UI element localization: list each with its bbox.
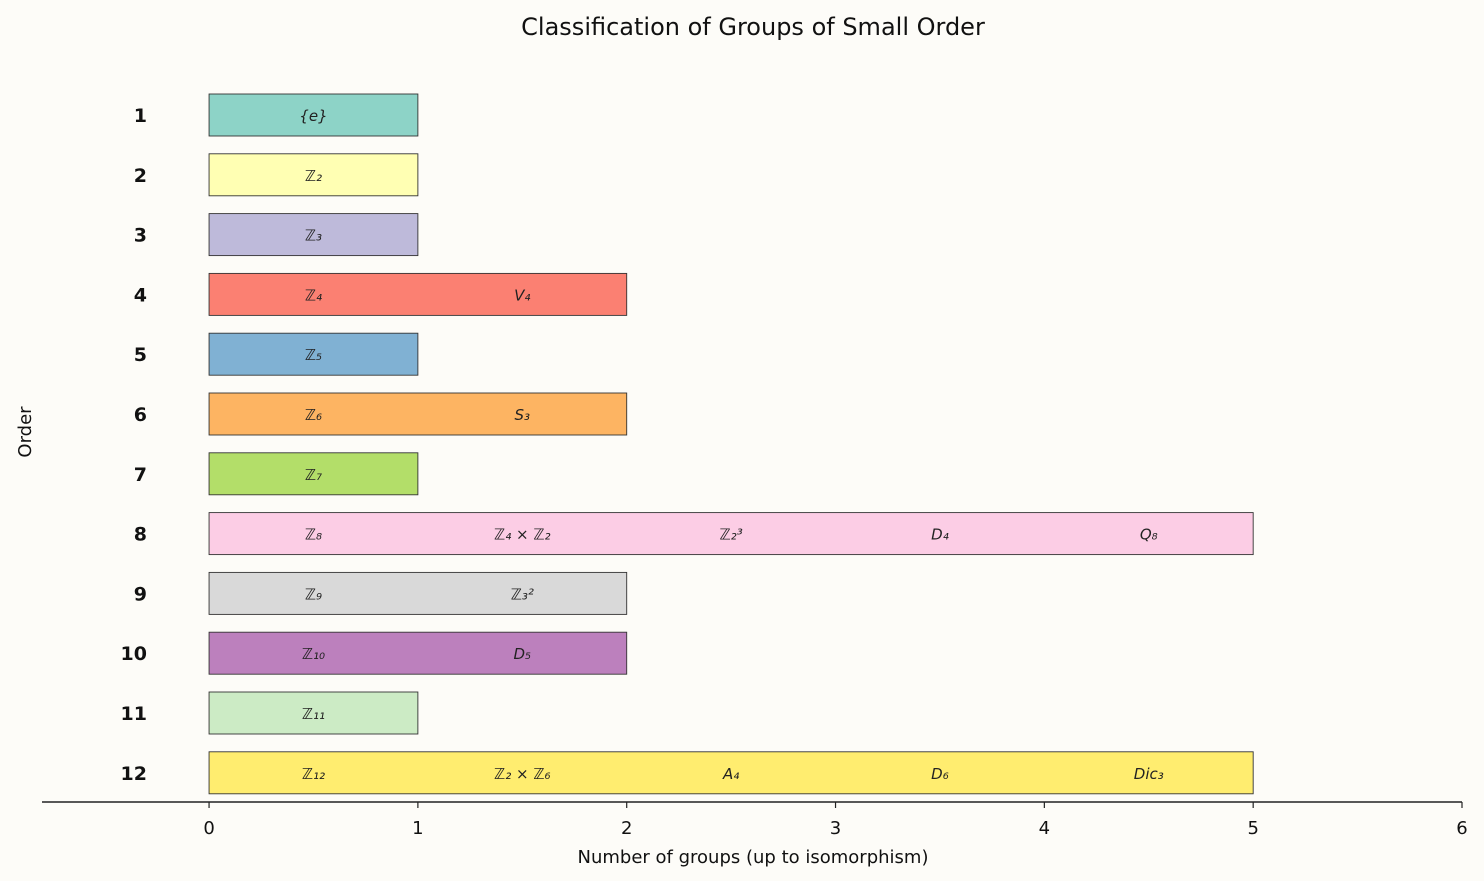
group-label: ℤ₆ <box>305 406 322 424</box>
category-label: 2 <box>134 165 147 187</box>
group-label: ℤ₇ <box>305 466 322 484</box>
category-label: 6 <box>134 404 147 426</box>
group-label: ℤ₁₀ <box>302 645 325 663</box>
x-axis-label: Number of groups (up to isomorphism) <box>578 847 929 868</box>
category-label: 10 <box>121 643 147 665</box>
bar-order-3 <box>208 213 419 257</box>
x-tick-label: 4 <box>1039 818 1050 839</box>
group-label: ℤ₅ <box>305 346 322 364</box>
category-label: 12 <box>121 763 147 785</box>
group-label: ℤ₉ <box>305 585 322 603</box>
bar-order-2 <box>208 153 419 197</box>
group-label: D₆ <box>931 765 949 783</box>
bar-order-11 <box>208 691 419 735</box>
y-axis-label: Order <box>15 406 36 458</box>
group-label: Dic₃ <box>1134 765 1164 783</box>
category-label: 9 <box>134 583 147 605</box>
bar-order-1 <box>208 93 419 137</box>
group-label: ℤ₃² <box>511 585 534 603</box>
bar-order-4 <box>208 272 628 316</box>
bars-group: {e} ℤ₂ ℤ₃ ℤ₄ V₄ ℤ₅ ℤ₆ S₃ ℤ₇ ℤ₈ ℤ₄ × ℤ₂ ℤ₂³ D₄ Q₈ ℤ₉ ℤ₃²… <box>208 93 1254 795</box>
group-label: ℤ₂ <box>305 167 322 185</box>
category-label: 1 <box>134 105 147 127</box>
group-label: ℤ₈ <box>305 526 322 544</box>
group-label: ℤ₄ × ℤ₂ <box>494 526 550 544</box>
category-label: 7 <box>134 464 147 486</box>
x-tick-label: 5 <box>1247 818 1258 839</box>
bar-order-8 <box>208 512 1254 556</box>
category-label: 4 <box>134 284 147 306</box>
group-label: ℤ₄ <box>305 286 322 304</box>
bar-order-5 <box>208 332 419 376</box>
group-label: {e} <box>299 107 327 125</box>
group-label: V₄ <box>514 286 530 304</box>
bar-order-10 <box>208 631 628 675</box>
x-ticks: 0 1 2 3 4 5 6 <box>203 802 1468 839</box>
x-tick-label: 3 <box>830 818 841 839</box>
group-label: ℤ₂³ <box>720 526 743 544</box>
group-label: ℤ₁₂ <box>302 765 325 783</box>
chart-title: Classification of Groups of Small Order <box>521 13 985 41</box>
group-label: Q₈ <box>1140 526 1158 544</box>
group-label: A₄ <box>722 765 739 783</box>
x-tick-label: 6 <box>1456 818 1467 839</box>
category-label: 3 <box>134 225 147 247</box>
bar-order-6 <box>208 392 628 436</box>
group-label: ℤ₂ × ℤ₆ <box>494 765 550 783</box>
category-label: 8 <box>134 524 147 546</box>
x-tick-label: 2 <box>621 818 632 839</box>
category-label: 5 <box>134 344 147 366</box>
group-label: ℤ₃ <box>305 227 322 245</box>
bar-order-9 <box>208 571 628 615</box>
group-label: S₃ <box>515 406 531 424</box>
x-tick-label: 0 <box>203 818 214 839</box>
category-label: 11 <box>121 703 147 725</box>
bar-order-12 <box>208 751 1254 795</box>
x-tick-label: 1 <box>412 818 423 839</box>
group-label: D₅ <box>514 645 532 663</box>
bar-order-7 <box>208 452 419 496</box>
group-label: ℤ₁₁ <box>302 705 325 723</box>
group-label: D₄ <box>931 526 949 544</box>
